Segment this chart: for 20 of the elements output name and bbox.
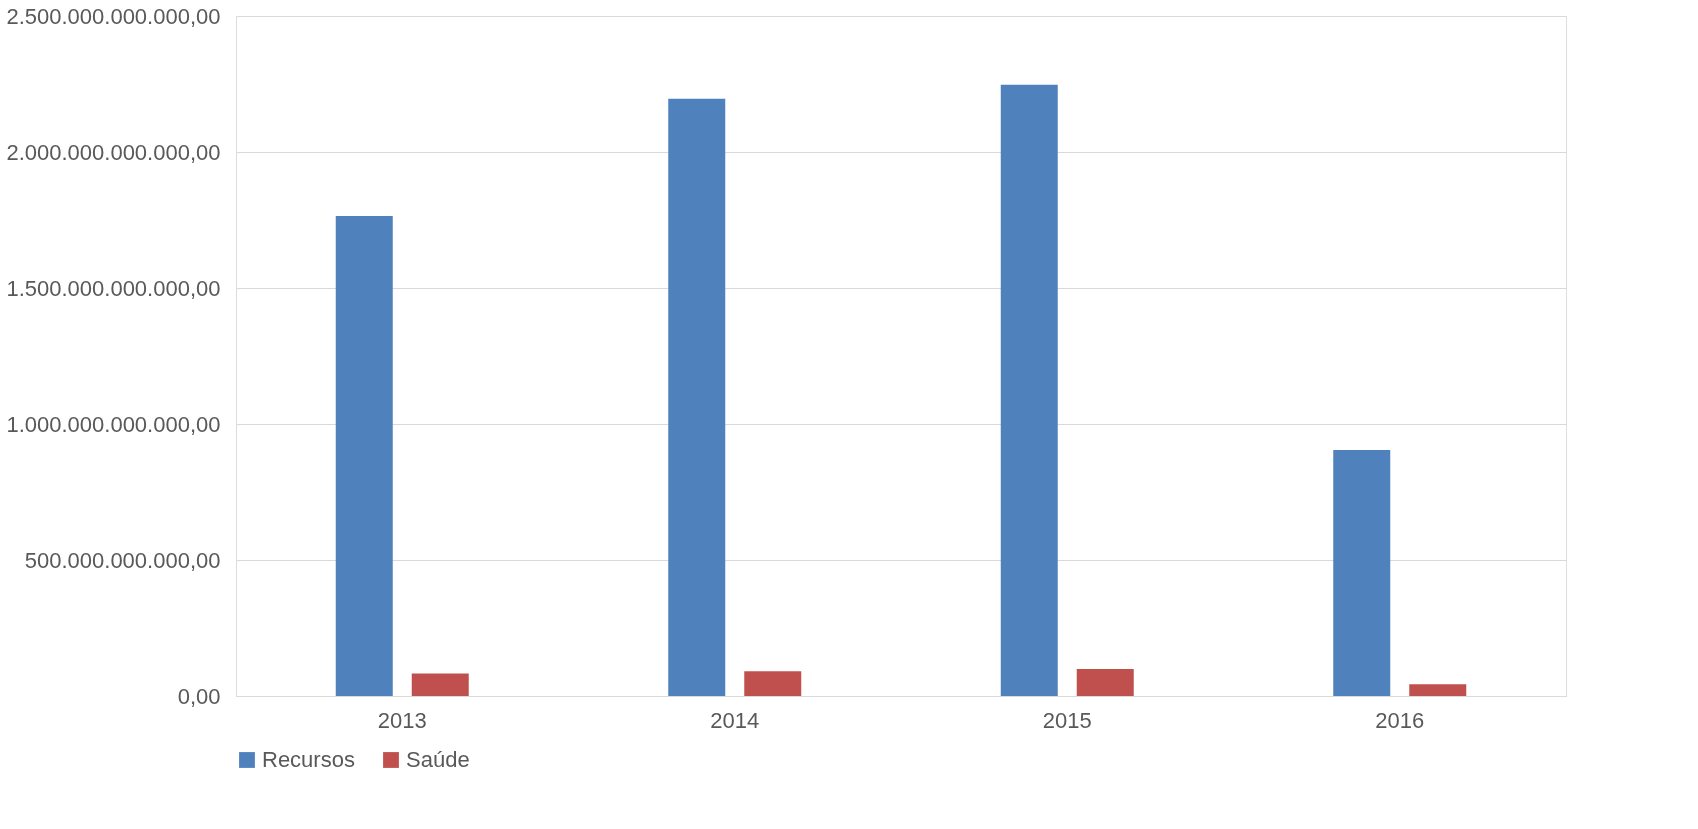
x-tick-label: 2013 [377, 707, 427, 733]
bar [1000, 84, 1058, 696]
y-tick-label: 2.000.000.000.000,00 [6, 139, 221, 165]
legend-label: Recursos [262, 747, 355, 772]
bar [1409, 684, 1467, 696]
bar [668, 98, 726, 696]
y-tick-label: 0,00 [177, 683, 221, 709]
bar [335, 215, 393, 696]
x-tick-label: 2015 [1042, 707, 1092, 733]
x-tick-label: 2014 [710, 707, 760, 733]
bar [411, 673, 469, 696]
bar [1333, 450, 1391, 696]
legend-label: Saúde [406, 747, 470, 772]
y-tick-label: 500.000.000.000,00 [24, 547, 221, 573]
y-tick-label: 2.500.000.000.000,00 [6, 3, 221, 29]
bar [744, 671, 802, 696]
x-tick-label: 2016 [1375, 707, 1425, 733]
bar [1076, 669, 1134, 696]
y-tick-label: 1.000.000.000.000,00 [6, 411, 221, 437]
y-tick-label: 1.500.000.000.000,00 [6, 275, 221, 301]
